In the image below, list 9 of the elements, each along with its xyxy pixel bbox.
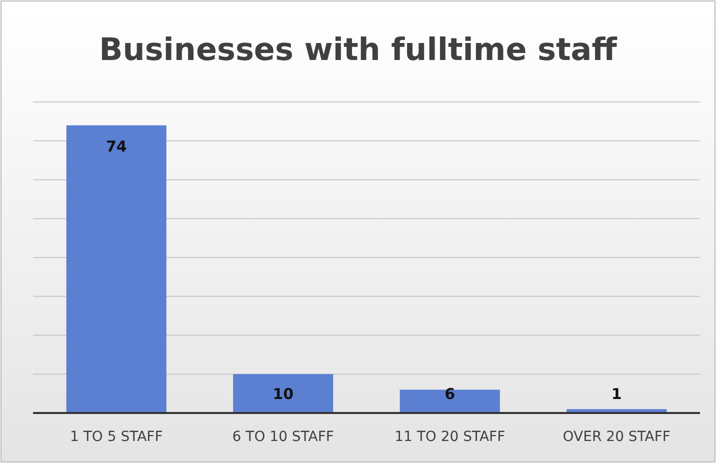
data-label: 74 [106, 137, 127, 156]
x-tick-label: 6 TO 10 STAFF [232, 428, 334, 445]
x-tick-label: 1 TO 5 STAFF [70, 428, 163, 445]
chart-title: Businesses with fulltime staff [99, 32, 618, 68]
data-label: 6 [444, 385, 456, 403]
x-tick-label: 11 TO 20 STAFF [394, 428, 506, 445]
data-label: 1 [611, 385, 622, 403]
data-label: 10 [272, 385, 294, 403]
x-tick-label: OVER 20 STAFF [562, 428, 670, 445]
